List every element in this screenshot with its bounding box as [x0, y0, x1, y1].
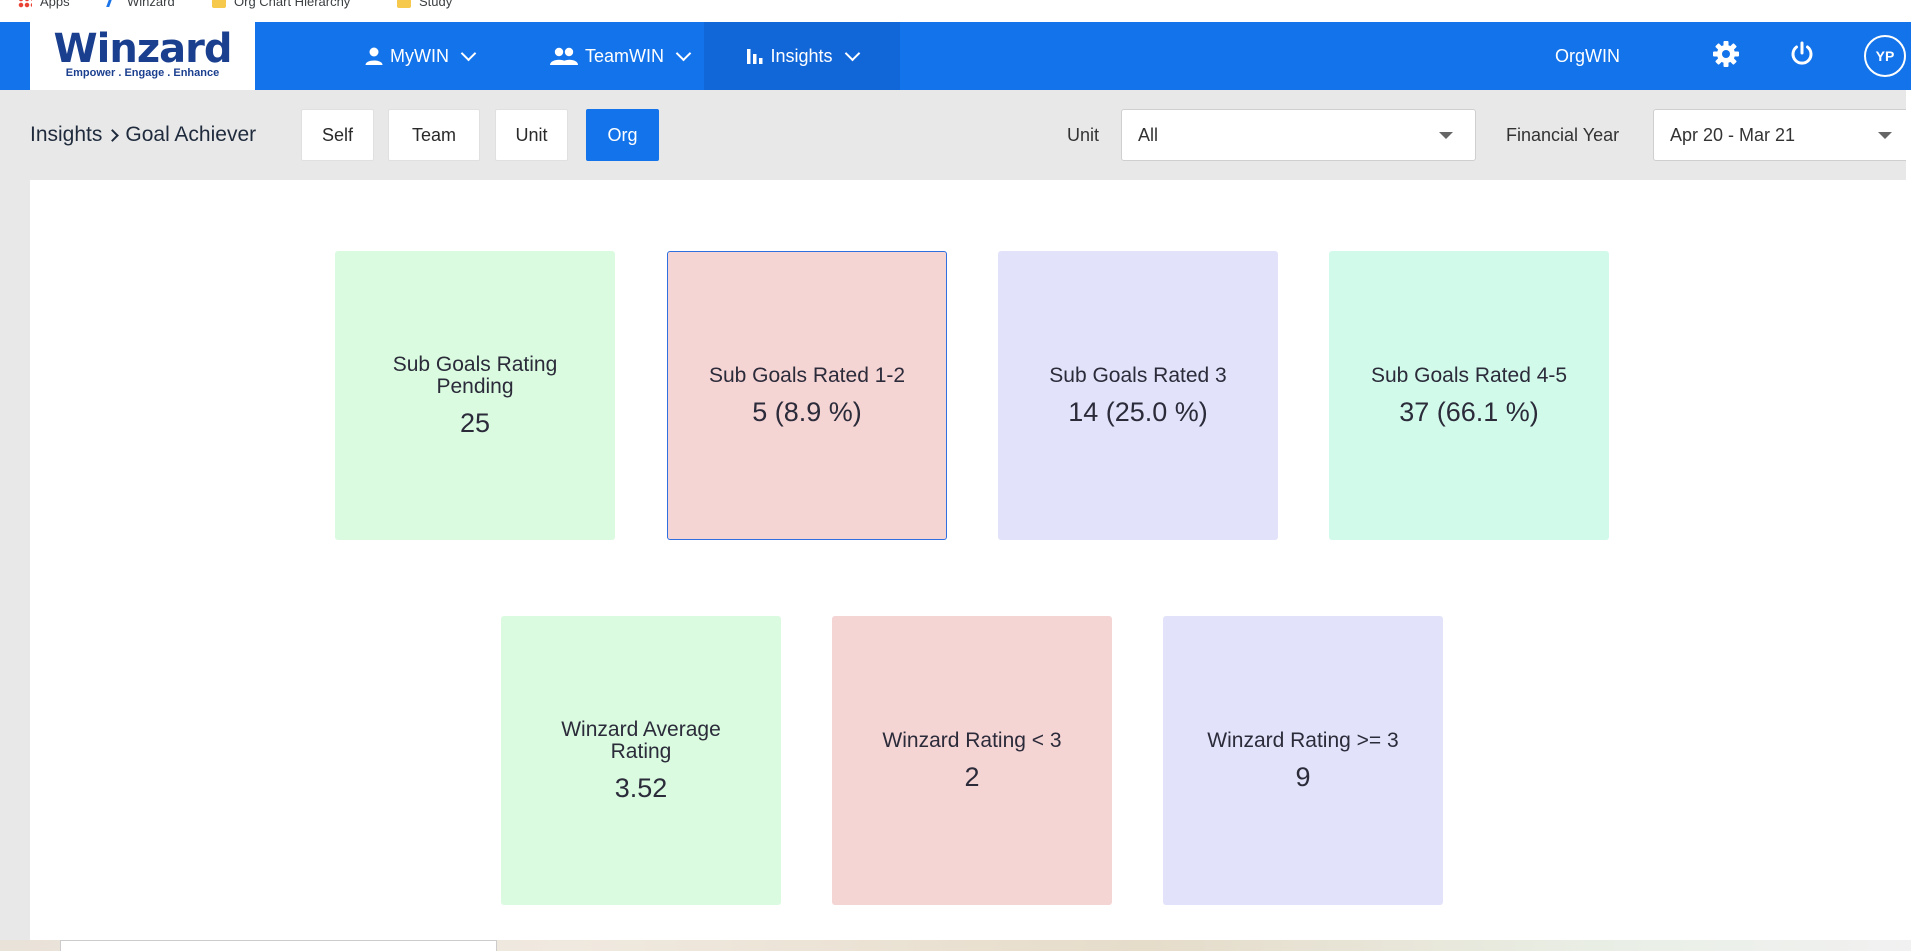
page-gutter	[0, 180, 30, 951]
card-title: Sub Goals Rating Pending	[392, 352, 558, 398]
card-title: Winzard Rating >= 3	[1207, 728, 1399, 752]
scope-unit-button[interactable]: Unit	[495, 109, 568, 161]
nav-mywin[interactable]: MyWIN	[352, 22, 486, 90]
bookmark-winzard[interactable]: Winzard	[106, 0, 175, 9]
folder-icon	[397, 0, 411, 8]
card-value: 25	[459, 407, 491, 438]
bookmark-apps[interactable]: Apps	[18, 0, 70, 9]
card-sub-goals-rated-3[interactable]: Sub Goals Rated 3 14 (25.0 %)	[998, 251, 1278, 540]
card-value: 5 (8.9 %)	[752, 396, 862, 427]
nav-insights-label: Insights	[770, 45, 833, 66]
settings-button[interactable]	[1706, 22, 1746, 90]
chevron-right-icon	[106, 128, 120, 142]
unit-filter-label: Unit	[1067, 124, 1100, 145]
page-edge	[1906, 90, 1911, 951]
winzard-logo[interactable]: Winzard Empower . Engage . Enhance	[30, 22, 255, 90]
bookmark-org-chart-hierarchy[interactable]: Org Chart Hierarchy	[212, 0, 350, 9]
power-icon	[1789, 41, 1815, 72]
breadcrumb-current: Goal Achiever	[125, 123, 257, 146]
caret-down-icon	[1878, 132, 1892, 139]
chevron-down-icon	[675, 45, 692, 61]
card-title: Winzard Rating < 3	[882, 728, 1062, 752]
bookmark-label: Apps	[40, 0, 70, 9]
scope-org-button[interactable]: Org	[586, 109, 659, 161]
logo-text: Winzard	[53, 26, 233, 72]
bar-chart-icon	[746, 47, 764, 65]
bookmark-label: Winzard	[127, 0, 175, 9]
filter-toolbar: Insights Goal Achiever Self Team Unit Or…	[0, 90, 1911, 180]
taskbar-search-box[interactable]	[60, 940, 497, 951]
taskbar-strip	[0, 940, 1911, 951]
nav-mywin-label: MyWIN	[390, 45, 449, 66]
card-title: Sub Goals Rated 3	[1049, 363, 1227, 387]
bookmark-study[interactable]: Study	[397, 0, 452, 9]
user-icon	[364, 46, 384, 66]
financial-year-label: Financial Year	[1506, 124, 1620, 145]
bookmark-label: Study	[419, 0, 453, 9]
goal-achiever-dashboard: Sub Goals Rating Pending 25 Sub Goals Ra…	[30, 180, 1906, 940]
card-value: 14 (25.0 %)	[1068, 396, 1208, 427]
card-sub-goals-rated-1-2[interactable]: Sub Goals Rated 1-2 5 (8.9 %)	[667, 251, 947, 540]
folder-icon	[212, 0, 226, 8]
financial-year-value: Apr 20 - Mar 21	[1670, 124, 1796, 145]
nav-teamwin-label: TeamWIN	[585, 45, 665, 66]
bookmark-label: Org Chart Hierarchy	[234, 0, 351, 9]
logo-tagline: Empower . Engage . Enhance	[65, 67, 220, 79]
top-navigation-bar: Winzard Empower . Engage . Enhance MyWIN…	[0, 22, 1911, 90]
unit-select[interactable]: All	[1121, 109, 1476, 161]
logout-button[interactable]	[1782, 22, 1822, 90]
avatar-initials: YP	[1875, 48, 1895, 64]
team-icon	[549, 46, 579, 66]
unit-select-value: All	[1138, 124, 1159, 145]
chevron-down-icon	[844, 45, 860, 61]
user-avatar[interactable]: YP	[1864, 35, 1906, 77]
chevron-down-icon	[460, 45, 477, 61]
nav-teamwin[interactable]: TeamWIN	[537, 22, 701, 90]
nav-orgwin-label: OrgWIN	[1555, 45, 1620, 66]
card-title: Sub Goals Rated 1-2	[708, 363, 906, 387]
card-winzard-average-rating[interactable]: Winzard Average Rating 3.52	[501, 616, 781, 905]
card-winzard-rating-below-3[interactable]: Winzard Rating < 3 2	[832, 616, 1112, 905]
financial-year-select[interactable]: Apr 20 - Mar 21	[1653, 109, 1906, 161]
apps-grid-icon	[18, 0, 32, 8]
winzard-favicon-icon	[106, 0, 121, 7]
card-sub-goals-rating-pending[interactable]: Sub Goals Rating Pending 25	[335, 251, 615, 540]
breadcrumb-root[interactable]: Insights	[30, 123, 103, 146]
breadcrumb: Insights Goal Achiever	[30, 90, 256, 180]
nav-insights[interactable]: Insights	[704, 22, 900, 90]
gear-icon	[1712, 40, 1740, 73]
caret-down-icon	[1439, 132, 1453, 139]
scope-team-button[interactable]: Team	[388, 109, 480, 161]
card-title: Winzard Average Rating	[561, 717, 721, 763]
bookmarks-bar: Apps Winzard Org Chart Hierarchy Study	[0, 0, 1911, 22]
card-winzard-rating-3-or-above[interactable]: Winzard Rating >= 3 9	[1163, 616, 1443, 905]
card-value: 2	[964, 761, 980, 792]
card-value: 3.52	[614, 772, 668, 803]
card-sub-goals-rated-4-5[interactable]: Sub Goals Rated 4-5 37 (66.1 %)	[1329, 251, 1609, 540]
nav-orgwin[interactable]: OrgWIN	[1555, 22, 1620, 90]
card-value: 9	[1295, 761, 1311, 792]
card-title: Sub Goals Rated 4-5	[1370, 363, 1568, 387]
scope-self-button[interactable]: Self	[301, 109, 374, 161]
card-value: 37 (66.1 %)	[1399, 396, 1539, 427]
